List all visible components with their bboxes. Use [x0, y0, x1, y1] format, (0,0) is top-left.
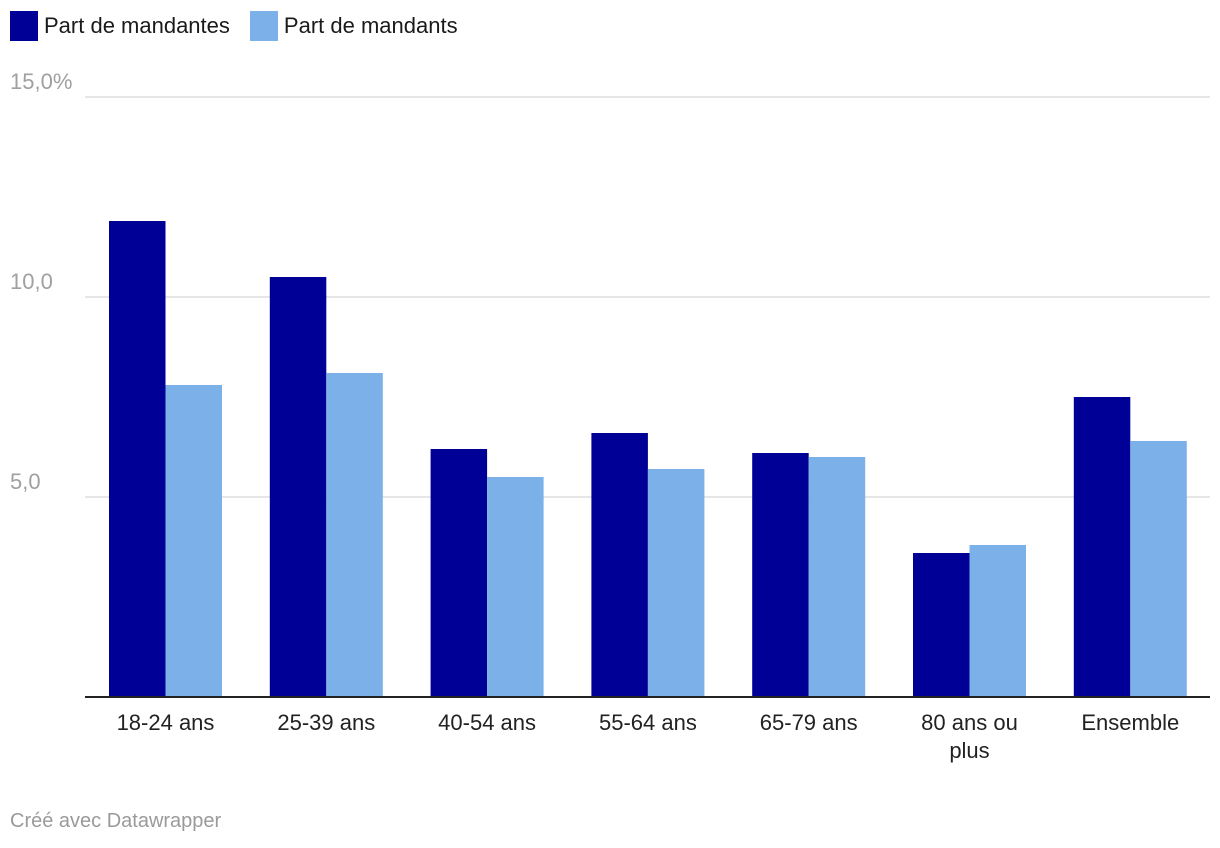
- bar-mandants-2: [487, 477, 544, 697]
- y-tick-label-0: 5,0: [10, 469, 41, 494]
- bar-mandants-1: [326, 373, 383, 697]
- y-tick-label-2: 15,0%: [10, 69, 72, 94]
- datawrapper-credit: Créé avec Datawrapper: [10, 810, 222, 832]
- x-tick-label-1: 25-39 ans: [277, 710, 375, 735]
- bar-mandants-5: [969, 545, 1026, 697]
- legend-label-mandants: Part de mandants: [283, 13, 458, 38]
- bar-mandantes-2: [430, 449, 488, 697]
- legend-label-mandantes: Part de mandantes: [44, 13, 230, 38]
- x-tick-label-3: 55-64 ans: [599, 710, 697, 735]
- x-tick-label-6: Ensemble: [1081, 710, 1179, 735]
- legend-item-mandantes: Part de mandantes: [10, 11, 230, 41]
- y-tick-label-1: 10,0: [10, 269, 53, 294]
- bar-mandants-0: [165, 385, 222, 697]
- bar-mandants-4: [808, 457, 866, 697]
- x-tick-label-2: 40-54 ans: [438, 710, 536, 735]
- bar-mandantes-3: [591, 433, 648, 697]
- x-tick-label-5-line-1: plus: [949, 738, 989, 763]
- x-tick-label-5-line-0: 80 ans ou: [921, 710, 1018, 735]
- bar-mandants-6: [1130, 441, 1187, 697]
- legend: Part de mandantes Part de mandants: [10, 11, 478, 41]
- bar-mandants-3: [647, 469, 705, 697]
- x-tick-label-4: 65-79 ans: [760, 710, 858, 735]
- bar-mandantes-6: [1073, 397, 1131, 697]
- legend-swatch-mandants: [249, 11, 278, 41]
- bar-mandantes-0: [109, 221, 166, 697]
- bar-mandantes-4: [752, 453, 809, 697]
- bar-mandantes-5: [913, 553, 970, 697]
- legend-item-mandants: Part de mandants: [249, 11, 458, 41]
- x-tick-label-0: 18-24 ans: [117, 710, 215, 735]
- bar-mandantes-1: [269, 277, 327, 697]
- legend-swatch-mandantes: [10, 11, 38, 41]
